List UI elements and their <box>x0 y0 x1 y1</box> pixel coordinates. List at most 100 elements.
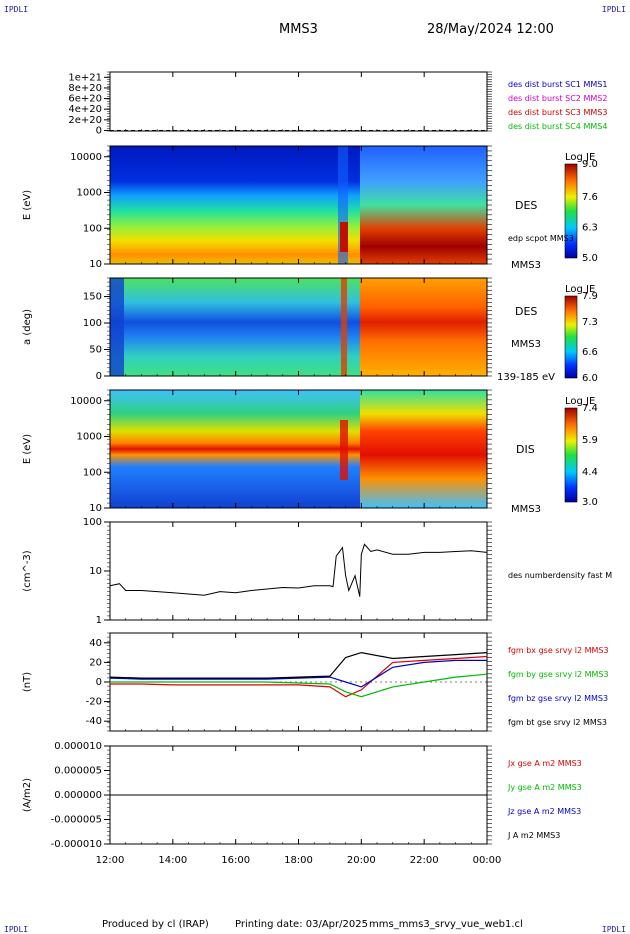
current-density-y-tick-label: 0.000010 <box>54 741 102 752</box>
current-density-y-tick-label: 0.000000 <box>54 790 102 801</box>
current-density-y-tick-label: 0.000005 <box>54 766 102 777</box>
des-pitch-spectrogram <box>110 278 487 376</box>
ipdli-logo-left: IPDLI <box>4 5 29 14</box>
current-legend-entry: Jz gse A m2 MMS3 <box>507 807 581 816</box>
des-pitch-y-tick-label: 0 <box>96 371 102 382</box>
dis-energy-y-tick-label: 1000 <box>77 432 102 443</box>
ipdli-logo-right: IPDLI <box>601 5 626 14</box>
bfield-series-label: fgm bx gse srvy l2 MMS3 <box>508 646 609 655</box>
dis-energy-y-tick-label: 10 <box>89 503 102 514</box>
magnetic-field-y-tick-label: -40 <box>86 716 102 727</box>
bfield-series-label: fgm bt gse srvy l2 MMS3 <box>508 718 607 727</box>
des-energy-colorbar <box>564 163 578 259</box>
des-pitch-label: DES <box>515 305 537 318</box>
ipdli-logo-bottom-right: IPDLI <box>601 925 626 934</box>
chart-canvas: 1e+218e+206e+204e+202e+20010000100010010… <box>22 71 612 866</box>
current-legend-entry: J A m2 MMS3 <box>507 831 560 840</box>
des-energy-colorbar-title: Log JE <box>565 152 595 163</box>
flags-y-tick-label: 4e+20 <box>68 104 102 115</box>
density-series-label: des numberdensity fast M <box>508 571 612 580</box>
magnetic-field-y-axis-label: (nT) <box>22 672 33 692</box>
dis-energy-colorbar <box>564 407 578 503</box>
dis-energy-y-tick-label: 10000 <box>70 396 102 407</box>
dis-energy-colorbar-tick: 4.4 <box>582 467 598 478</box>
des-pitch-label: MMS3 <box>511 339 541 350</box>
density-frame <box>109 521 488 621</box>
current-density-y-axis-label: (A/m2) <box>22 778 33 812</box>
dis-energy-colorbar-title: Log JE <box>565 396 595 407</box>
des-energy-y-tick-label: 10 <box>89 259 102 270</box>
bfield-series-line <box>109 651 488 679</box>
des-energy-y-tick-label: 10000 <box>70 152 102 163</box>
footer-produced: Produced by cl (IRAP) <box>102 919 209 930</box>
des-energy-label: DES <box>515 199 537 212</box>
dis-energy-colorbar-tick: 7.4 <box>582 403 598 414</box>
des-pitch-colorbar <box>564 295 578 379</box>
time-axis-tick-label: 14:00 <box>158 855 187 866</box>
density-y-tick-label: 100 <box>83 517 102 528</box>
flags-y-tick-label: 8e+20 <box>68 83 102 94</box>
magnetic-field-y-tick-label: 40 <box>89 638 102 649</box>
des-pitch-label: 139-185 eV <box>497 372 555 383</box>
spacecraft-title: MMS3 <box>279 22 318 37</box>
flags-legend-entry: des dist burst SC1 MMS1 <box>508 80 607 89</box>
time-axis-tick-label: 00:00 <box>473 855 502 866</box>
des-energy-colorbar-tick: 5.0 <box>582 253 598 264</box>
time-axis-tick-label: 18:00 <box>284 855 313 866</box>
current-legend-entry: Jy gse A m2 MMS3 <box>507 783 582 792</box>
dis-energy-spectrogram <box>110 390 487 508</box>
des-energy-label: edp scpot MMS3 <box>508 234 574 243</box>
des-pitch-colorbar-tick: 6.6 <box>582 347 598 358</box>
des-energy-y-tick-label: 1000 <box>77 188 102 199</box>
des-pitch-colorbar-tick: 7.3 <box>582 317 598 328</box>
des-energy-label: MMS3 <box>511 260 541 271</box>
flags-y-tick-label: 2e+20 <box>68 115 102 126</box>
des-pitch-colorbar-tick: 7.9 <box>582 291 598 302</box>
magnetic-field-y-tick-label: 0 <box>96 677 102 688</box>
flags-y-tick-label: 1e+21 <box>68 72 102 83</box>
time-axis-tick-label: 12:00 <box>96 855 125 866</box>
des-pitch-y-tick-label: 100 <box>83 318 102 329</box>
flags-y-tick-label: 0 <box>96 125 102 136</box>
datetime-title: 28/May/2024 12:00 <box>427 22 554 37</box>
footer-file: mms_mms3_srvy_vue_web1.cl <box>369 919 523 930</box>
ipdli-logo-bottom-left: IPDLI <box>4 925 29 934</box>
flags-y-tick-label: 6e+20 <box>68 94 102 105</box>
dis-energy-label: MMS3 <box>511 504 541 515</box>
des-energy-colorbar-tick: 9.0 <box>582 159 598 170</box>
des-energy-y-tick-label: 100 <box>83 223 102 234</box>
current-density-y-tick-label: -0.000005 <box>51 815 102 826</box>
des-pitch-colorbar-title: Log JE <box>565 284 595 295</box>
bfield-series-label: fgm bz gse srvy l2 MMS3 <box>508 694 608 703</box>
time-axis-tick-label: 16:00 <box>221 855 250 866</box>
dis-energy-colorbar-tick: 5.9 <box>582 435 598 446</box>
current-legend-entry: Jx gse A m2 MMS3 <box>507 759 582 768</box>
time-axis-tick-label: 20:00 <box>347 855 376 866</box>
bfield-series-line <box>110 673 488 698</box>
dis-energy-y-tick-label: 100 <box>83 467 102 478</box>
flags-legend-entry: des dist burst SC2 MMS2 <box>508 94 607 103</box>
footer-printed: Printing date: 03/Apr/2025 <box>235 919 368 930</box>
des-energy-spectrogram <box>110 146 487 264</box>
des-pitch-y-axis-label: a (deg) <box>22 309 33 345</box>
current-density-y-tick-label: -0.000010 <box>51 839 102 850</box>
dis-energy-label: DIS <box>516 443 535 456</box>
des-energy-colorbar-tick: 7.6 <box>582 192 598 203</box>
des-pitch-colorbar-tick: 6.0 <box>582 373 598 384</box>
density-y-tick-label: 10 <box>89 566 102 577</box>
magnetic-field-y-tick-label: 20 <box>89 657 102 668</box>
bfield-series-line <box>110 655 488 698</box>
des-pitch-y-tick-label: 150 <box>83 292 102 303</box>
density-y-axis-label: (cm^-3) <box>22 550 33 591</box>
dis-energy-colorbar-tick: 3.0 <box>582 497 598 508</box>
bfield-series-line <box>109 659 487 688</box>
des-energy-colorbar-tick: 6.3 <box>582 222 598 233</box>
flags-legend-entry: des dist burst SC4 MMS4 <box>508 122 607 131</box>
time-axis-tick-label: 22:00 <box>410 855 439 866</box>
flags-frame <box>109 71 488 132</box>
magnetic-field-y-tick-label: -20 <box>86 697 102 708</box>
flags-legend-entry: des dist burst SC3 MMS3 <box>508 108 607 117</box>
bfield-series-label: fgm by gse srvy l2 MMS3 <box>508 670 609 679</box>
des-pitch-y-tick-label: 50 <box>89 345 102 356</box>
dis-energy-y-axis-label: E (eV) <box>22 434 33 464</box>
